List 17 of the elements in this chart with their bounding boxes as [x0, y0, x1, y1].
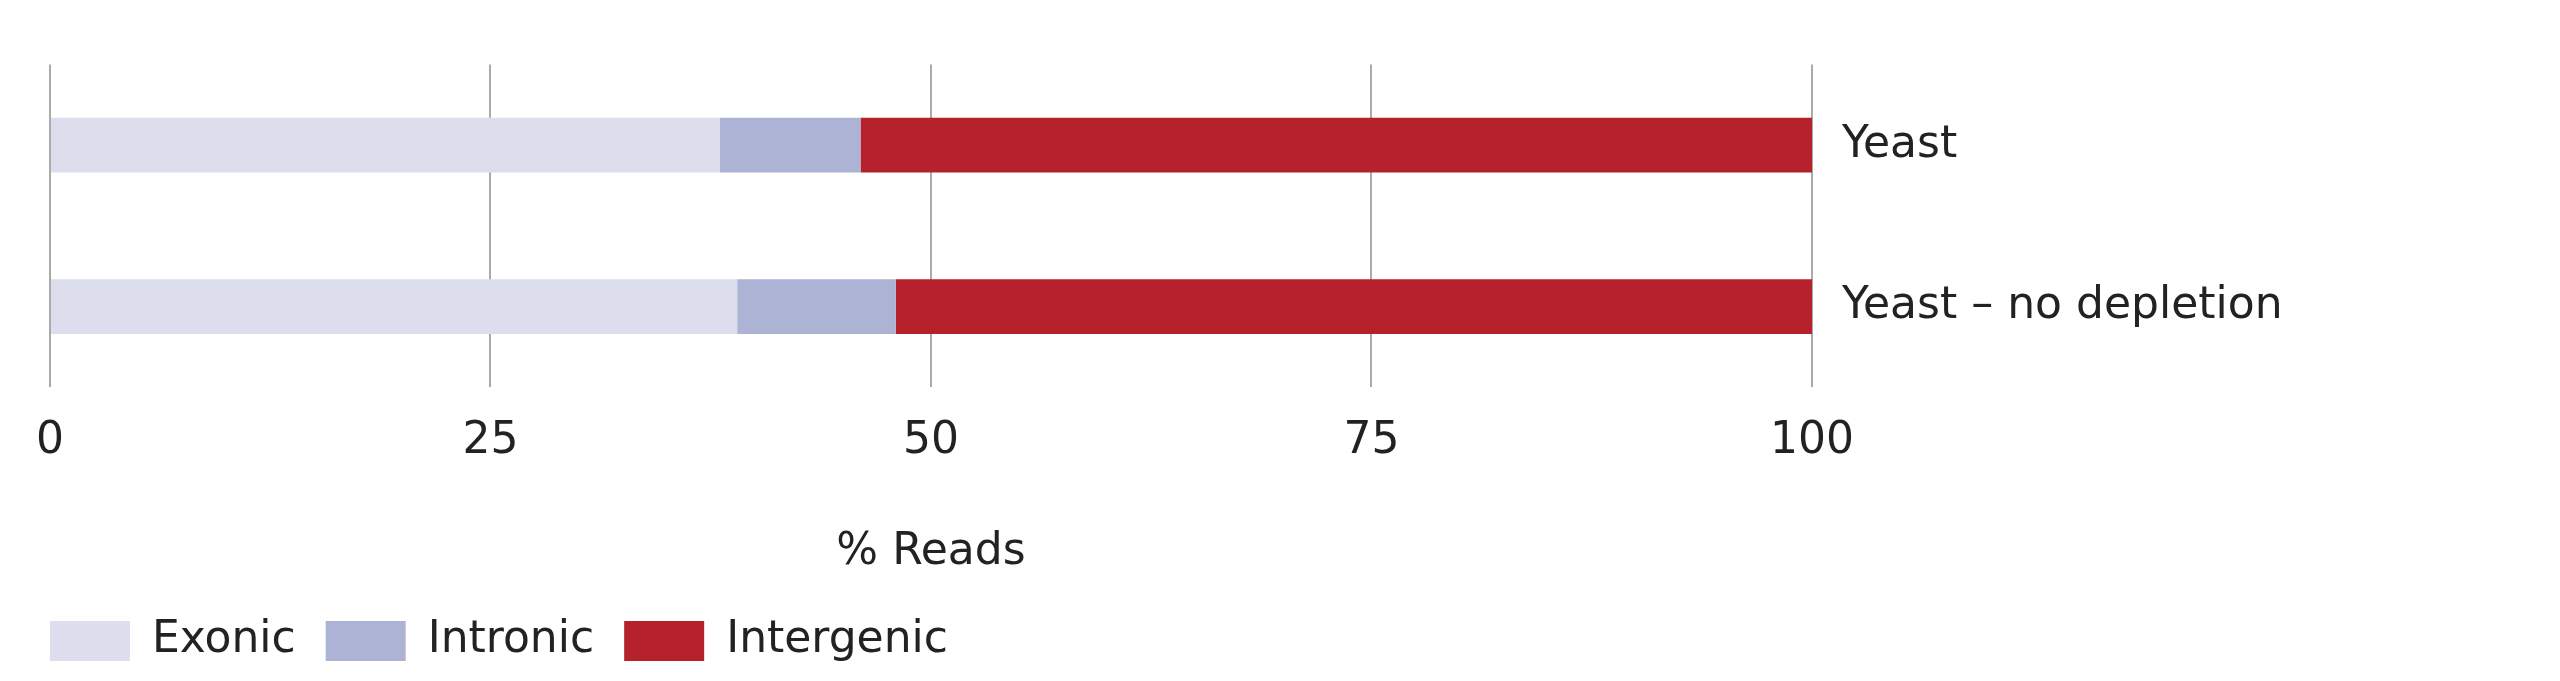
- legend-label: Intronic: [427, 611, 595, 663]
- bar: [737, 279, 896, 335]
- y-tick-label: Yeast – no depletion: [1841, 277, 2283, 329]
- x-tick-label: 100: [1770, 412, 1854, 464]
- bar: [51, 279, 738, 335]
- x-tick-label: 50: [903, 412, 959, 464]
- legend-label: Exonic: [152, 611, 296, 663]
- x-tick-label: 0: [36, 412, 64, 464]
- bar: [895, 279, 1812, 335]
- bar: [860, 117, 1812, 173]
- x-tick-label: 25: [462, 412, 519, 464]
- bar: [719, 117, 861, 173]
- legend-label: Intergenic: [726, 611, 948, 663]
- y-tick-label: Yeast: [1841, 115, 1958, 167]
- x-axis-title: % Reads: [836, 523, 1026, 575]
- x-tick-label: 75: [1343, 412, 1400, 464]
- bar: [51, 117, 720, 173]
